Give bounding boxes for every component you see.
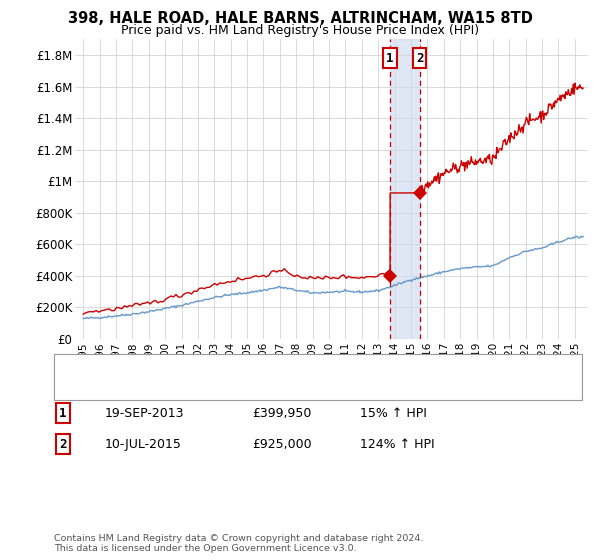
Text: ——: —— [63,360,91,374]
Text: 124% ↑ HPI: 124% ↑ HPI [360,437,434,451]
Bar [390,39,419,339]
Text: Contains HM Land Registry data © Crown copyright and database right 2024.
This d: Contains HM Land Registry data © Crown c… [54,534,424,553]
Text: 1: 1 [59,407,67,420]
Text: 10-JUL-2015: 10-JUL-2015 [105,437,182,451]
Text: 19-SEP-2013: 19-SEP-2013 [105,407,185,420]
Text: HPI: Average price, detached house, Trafford: HPI: Average price, detached house, Traf… [99,384,343,394]
Text: £925,000: £925,000 [252,437,311,451]
Text: £399,950: £399,950 [252,407,311,420]
Text: 1: 1 [386,52,394,64]
Text: ——: —— [63,382,91,396]
Text: Price paid vs. HM Land Registry's House Price Index (HPI): Price paid vs. HM Land Registry's House … [121,24,479,37]
Text: 15% ↑ HPI: 15% ↑ HPI [360,407,427,420]
Text: 398, HALE ROAD, HALE BARNS, ALTRINCHAM, WA15 8TD: 398, HALE ROAD, HALE BARNS, ALTRINCHAM, … [68,11,532,26]
Text: 2: 2 [416,52,423,64]
Text: 2: 2 [59,437,67,451]
Text: 398, HALE ROAD, HALE BARNS, ALTRINCHAM, WA15 8TD (detached house): 398, HALE ROAD, HALE BARNS, ALTRINCHAM, … [99,362,509,372]
